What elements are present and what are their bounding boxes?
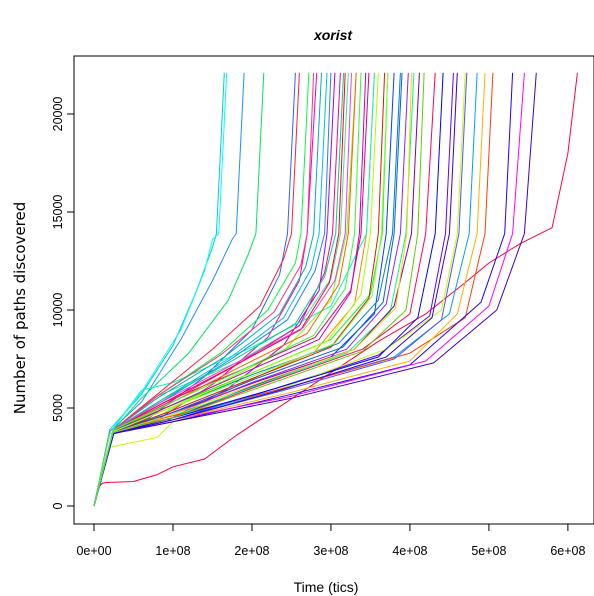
x-tick-label-3: 3e+08 — [313, 544, 348, 558]
x-tick-label-5: 5e+08 — [471, 544, 506, 558]
series-line-46 — [93, 72, 352, 507]
series-line-19 — [93, 72, 375, 507]
x-tick-label-2: 2e+08 — [234, 544, 269, 558]
x-axis: 0e+00 1e+08 2e+08 3e+08 4e+08 5e+08 6e+08 — [76, 523, 585, 558]
y-tick-label-0: 0 — [51, 502, 65, 509]
series-line-49 — [93, 72, 315, 507]
series-line-5 — [93, 72, 296, 507]
y-tick-label-3: 15000 — [51, 195, 65, 230]
series-line-20 — [93, 72, 537, 507]
y-tick-label-1: 5000 — [51, 394, 65, 422]
series-line-29 — [93, 72, 425, 507]
plot-area-border — [73, 55, 594, 525]
series-line-44 — [93, 72, 403, 507]
series-line-8 — [93, 72, 357, 507]
series-line-48 — [93, 72, 458, 507]
series-line-45 — [93, 72, 379, 507]
series-line-43 — [93, 72, 346, 507]
series-line-24 — [93, 72, 370, 507]
series-line-4 — [93, 72, 265, 507]
series-line-9 — [93, 72, 375, 507]
series-line-34 — [93, 72, 310, 507]
series-line-15 — [93, 72, 478, 507]
series-line-42 — [93, 72, 345, 507]
x-tick-label-6: 6e+08 — [550, 544, 585, 558]
series-line-36 — [93, 72, 332, 507]
x-tick-label-0: 0e+00 — [76, 544, 111, 558]
series-line-7 — [93, 72, 336, 507]
series-line-18 — [93, 72, 525, 507]
chart-title: xorist — [313, 27, 353, 43]
x-axis-label: Time (tics) — [294, 579, 359, 595]
series-line-38 — [93, 72, 228, 507]
series-line-2 — [93, 72, 225, 507]
y-tick-label-2: 10000 — [51, 293, 65, 328]
series-line-50 — [93, 72, 362, 507]
series-line-6 — [93, 72, 318, 507]
series-line-12 — [93, 72, 436, 507]
series-group — [93, 72, 578, 507]
series-line-30 — [93, 72, 341, 507]
series-line-21 — [93, 72, 486, 507]
y-axis: 0 5000 10000 15000 20000 — [51, 97, 75, 509]
series-line-13 — [93, 72, 454, 507]
y-tick-label-4: 20000 — [51, 97, 65, 132]
y-axis-label: Number of paths discovered — [11, 202, 29, 415]
x-tick-label-1: 1e+08 — [155, 544, 190, 558]
x-tick-label-4: 4e+08 — [392, 544, 427, 558]
